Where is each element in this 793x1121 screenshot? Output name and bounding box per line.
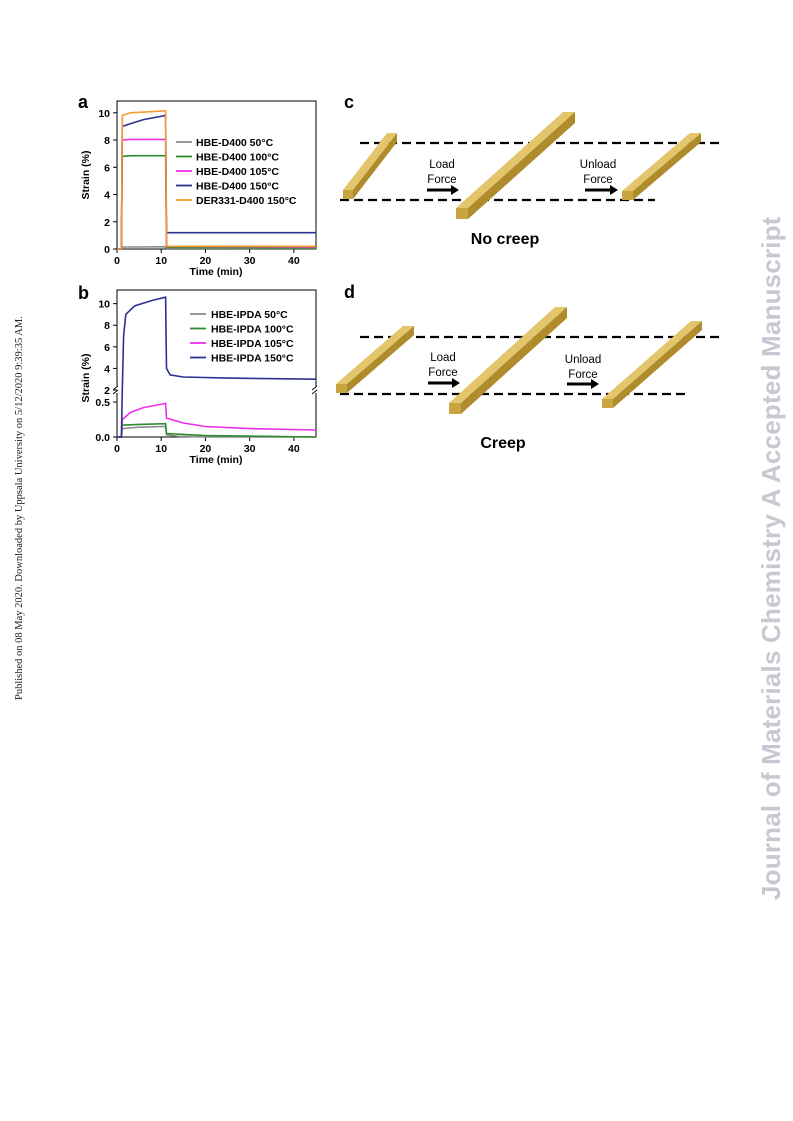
beam-crept: [602, 321, 702, 408]
y-tick-label: 10: [98, 108, 110, 120]
x-tick-label: 30: [244, 255, 256, 267]
y-tick-label: 8: [104, 320, 110, 332]
load-label-line2: Force: [427, 174, 456, 186]
beam-initial: [336, 326, 414, 393]
axis-break-left: [112, 385, 119, 395]
load-label-line1: Load: [429, 159, 455, 171]
legend-label: HBE-D400 100°C: [196, 152, 279, 164]
y-tick-label: 0: [104, 244, 110, 256]
download-stamp: Published on 08 May 2020. Downloaded by …: [14, 316, 25, 700]
legend-label: HBE-D400 50°C: [196, 137, 274, 149]
journal-watermark: Journal of Materials Chemistry A Accepte…: [756, 216, 786, 900]
x-tick-label: 0: [114, 255, 120, 267]
series-line-hbe-ipda-100-c: [117, 422, 317, 438]
y-tick-label: 4: [104, 363, 110, 375]
unload-arrow: [567, 379, 599, 389]
series-line-hbe-ipda-150-c: [117, 296, 317, 438]
y-tick-label: 4: [104, 190, 110, 202]
chart-b: b 0 10 20 30 40 2 4 6 8 10 0.0 0.5 HBE-IPDA 50°C HBE…: [78, 283, 322, 466]
load-label-line1: Load: [430, 352, 456, 364]
legend-label: HBE-IPDA 50°C: [211, 309, 288, 321]
y-axis-label-b: Strain (%): [80, 353, 92, 402]
beam-initial: [343, 133, 397, 199]
x-tick-label: 40: [288, 443, 300, 455]
x-tick-label: 40: [288, 255, 300, 267]
y-axis-label-a: Strain (%): [80, 150, 92, 199]
diagram-d-caption: Creep: [480, 435, 526, 452]
series-line-der331-d400-150-c: [117, 109, 316, 250]
chart-a: a 0 10 20 30 40 0 2 4 6 8 10 HBE-D400 50°C HBE-D400…: [78, 92, 317, 278]
legend-label: HBE-D400 105°C: [196, 166, 279, 178]
unload-label-line1: Unload: [565, 354, 601, 366]
panel-label-c: c: [344, 92, 354, 112]
y-tick-label: 6: [104, 162, 110, 174]
series-line-hbe-ipda-105-c: [117, 402, 317, 438]
axis-break-right: [311, 385, 318, 395]
legend-label: HBE-IPDA 150°C: [211, 353, 294, 365]
x-tick-label: 10: [155, 443, 167, 455]
x-tick-label: 30: [244, 443, 256, 455]
x-tick-label: 0: [114, 443, 120, 455]
y-tick-label: 8: [104, 135, 110, 147]
y-tick-label: 6: [104, 342, 110, 354]
x-tick-label: 20: [200, 255, 212, 267]
x-tick-label: 20: [200, 443, 212, 455]
y-tick-label: 2: [104, 217, 110, 229]
beam-loaded: [449, 307, 567, 414]
load-label-line2: Force: [428, 367, 457, 379]
load-arrow: [427, 185, 459, 195]
beam-unloaded: [622, 133, 701, 200]
legend-label: HBE-IPDA 100°C: [211, 324, 294, 336]
x-axis-label-a: Time (min): [190, 266, 243, 278]
y-tick-label: 0.0: [95, 432, 110, 444]
unload-label-line1: Unload: [580, 159, 616, 171]
x-tick-label: 10: [155, 255, 167, 267]
unload-label-line2: Force: [568, 369, 597, 381]
panel-label-a: a: [78, 92, 89, 112]
diagram-c: c Load Force Unload Force No creep: [340, 92, 720, 248]
y-tick-label: 0.5: [95, 397, 110, 409]
x-axis-label-b: Time (min): [190, 454, 243, 466]
unload-arrow: [585, 185, 618, 195]
load-arrow: [428, 378, 460, 388]
y-tick-label: 10: [98, 299, 110, 311]
panel-label-d: d: [344, 282, 355, 302]
diagram-d: d Load Force Unload Force Creep: [336, 282, 720, 452]
panel-label-b: b: [78, 283, 89, 303]
unload-label-line2: Force: [583, 174, 612, 186]
legend-label: HBE-D400 150°C: [196, 181, 279, 193]
axis-break-right-mask: [310, 386, 322, 393]
legend-label: HBE-IPDA 105°C: [211, 338, 294, 350]
diagram-c-caption: No creep: [471, 231, 540, 248]
y-tick-label: 2: [104, 385, 110, 397]
legend-label: DER331-D400 150°C: [196, 195, 297, 207]
beam-loaded: [456, 112, 575, 219]
